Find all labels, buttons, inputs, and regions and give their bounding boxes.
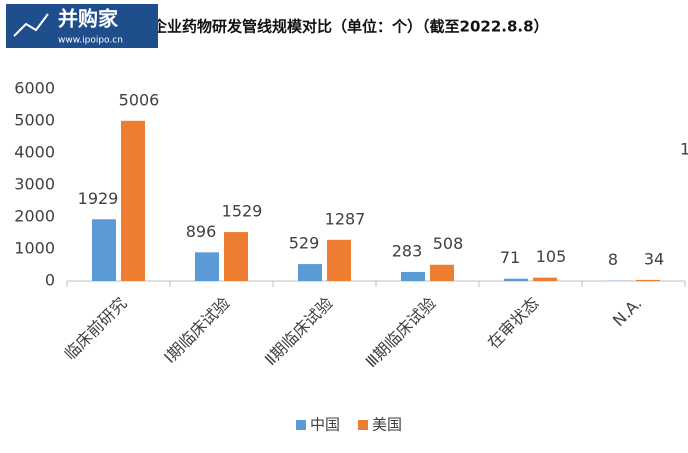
bar (121, 121, 145, 281)
bar (401, 272, 425, 281)
annotation: 1 (680, 140, 688, 159)
data-label: 34 (644, 249, 664, 268)
y-tick-label: 4000 (14, 143, 55, 162)
y-tick-label: 2000 (14, 207, 55, 226)
data-label: 508 (433, 234, 464, 253)
chart-title: 企业药物研发管线规模对比（单位：个）（截至2022.8.8） (151, 18, 549, 36)
data-label: 105 (536, 247, 567, 266)
legend-swatch (296, 420, 306, 430)
data-label: 5006 (119, 90, 160, 109)
logo-name: 并购家 (58, 7, 119, 31)
bar (327, 240, 351, 281)
legend-label: 中国 (310, 416, 340, 434)
data-label: 71 (500, 248, 520, 267)
data-label: 283 (392, 241, 423, 260)
bar (224, 232, 248, 281)
data-label: 1287 (325, 209, 366, 228)
bar (298, 264, 322, 281)
data-label: 896 (186, 222, 217, 241)
y-tick-label: 3000 (14, 175, 55, 194)
y-tick-label: 5000 (14, 111, 55, 130)
legend-swatch (358, 420, 368, 430)
bar (430, 265, 454, 281)
data-label: 1929 (78, 189, 119, 208)
y-tick-label: 1000 (14, 239, 55, 258)
bar (195, 252, 219, 281)
bar (636, 280, 660, 281)
bar (92, 219, 116, 281)
data-label: 1529 (222, 202, 263, 221)
logo: 并购家 www.ipoipo.cn (6, 4, 158, 48)
bar (504, 279, 528, 281)
logo-url: www.ipoipo.cn (58, 36, 123, 46)
data-label: 8 (608, 250, 618, 269)
bar (533, 278, 557, 281)
legend-label: 美国 (372, 416, 402, 434)
data-label: 529 (289, 234, 320, 253)
y-tick-label: 0 (45, 271, 55, 290)
y-tick-label: 6000 (14, 79, 55, 98)
